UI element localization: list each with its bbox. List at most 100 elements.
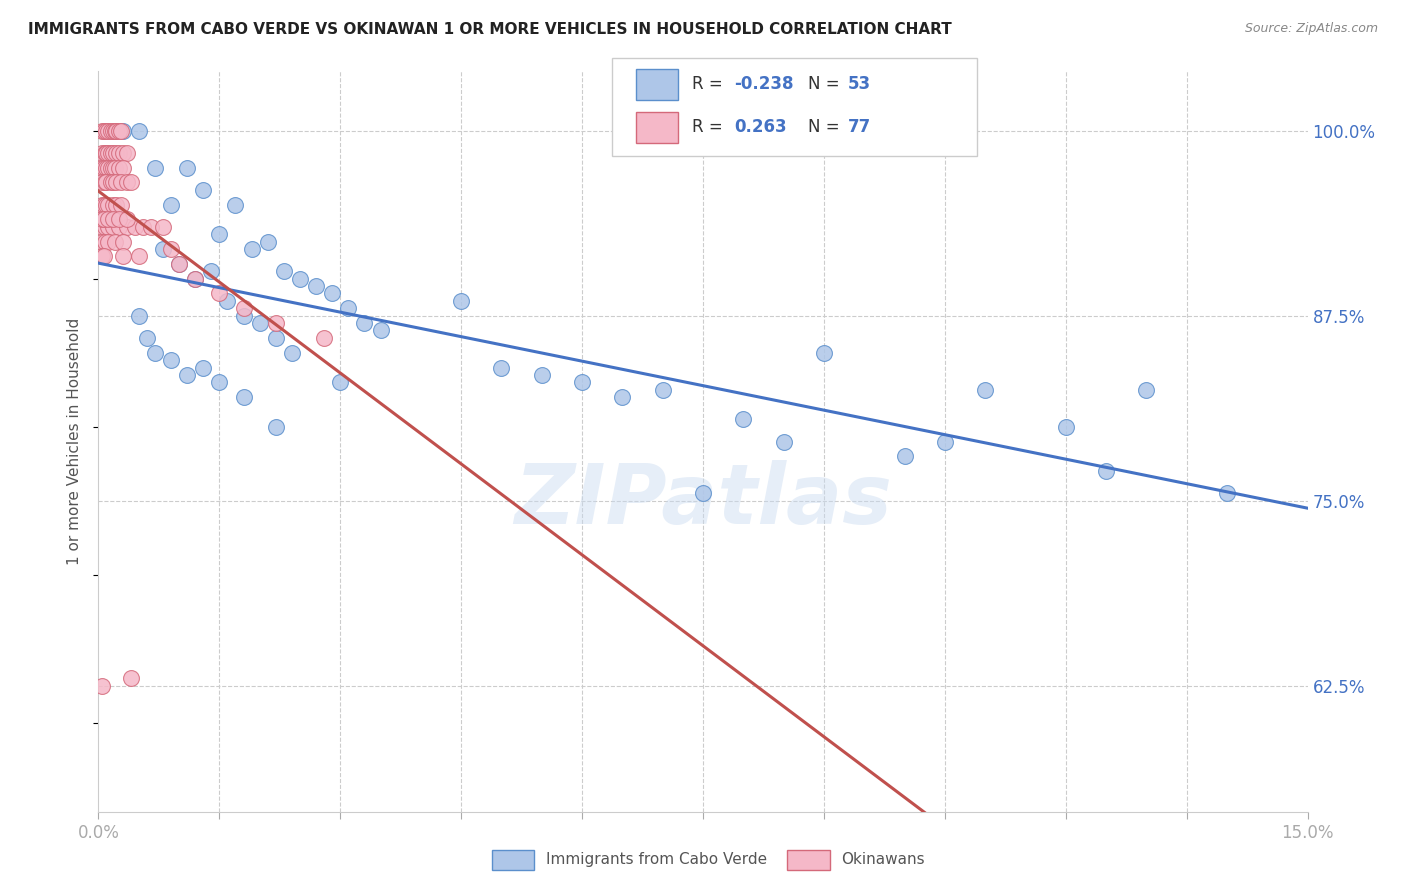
Point — [115, 176, 138, 190]
Point — [107, 161, 129, 175]
Text: Immigrants from Cabo Verde: Immigrants from Cabo Verde — [546, 853, 766, 867]
Point — [101, 161, 124, 175]
Point — [97, 212, 120, 227]
Text: R =: R = — [692, 75, 728, 93]
Point — [128, 250, 150, 264]
Point — [224, 197, 246, 211]
Point — [91, 176, 114, 190]
Point — [93, 250, 115, 264]
Point — [208, 286, 231, 301]
Point — [96, 145, 118, 160]
Point — [107, 219, 129, 234]
Point — [101, 219, 124, 234]
Point — [1216, 486, 1239, 500]
Point — [94, 145, 117, 160]
Text: 53: 53 — [848, 75, 870, 93]
Point — [101, 145, 124, 160]
Point — [160, 197, 183, 211]
Point — [273, 264, 295, 278]
Point — [91, 250, 114, 264]
Point — [124, 219, 146, 234]
Point — [97, 219, 120, 234]
Point — [100, 145, 122, 160]
Point — [281, 345, 304, 359]
Point — [110, 123, 132, 137]
Point — [571, 376, 593, 390]
Point — [103, 123, 125, 137]
Point — [184, 271, 207, 285]
Point — [651, 383, 673, 397]
Point — [91, 212, 114, 227]
Point — [105, 176, 128, 190]
Point — [128, 309, 150, 323]
Point — [167, 257, 190, 271]
Point — [107, 212, 129, 227]
Point — [97, 161, 120, 175]
Point — [115, 212, 138, 227]
Point — [160, 242, 183, 256]
Text: IMMIGRANTS FROM CABO VERDE VS OKINAWAN 1 OR MORE VEHICLES IN HOUSEHOLD CORRELATI: IMMIGRANTS FROM CABO VERDE VS OKINAWAN 1… — [28, 22, 952, 37]
Point — [733, 412, 755, 426]
Point — [208, 227, 231, 242]
Point — [94, 235, 117, 249]
Point — [1135, 383, 1157, 397]
Point — [100, 123, 122, 137]
Point — [264, 331, 287, 345]
Text: Okinawans: Okinawans — [841, 853, 924, 867]
Point — [1095, 464, 1118, 478]
Point — [96, 123, 118, 137]
Point — [240, 242, 263, 256]
Point — [91, 197, 114, 211]
Point — [772, 434, 794, 449]
Point — [94, 219, 117, 234]
Point — [93, 161, 115, 175]
Point — [692, 486, 714, 500]
Point — [176, 368, 198, 382]
Point — [100, 176, 122, 190]
Point — [105, 197, 128, 211]
Point — [329, 376, 352, 390]
Point — [530, 368, 553, 382]
Point — [101, 123, 124, 137]
Point — [91, 161, 114, 175]
Point — [264, 419, 287, 434]
Point — [101, 176, 124, 190]
Point — [314, 331, 336, 345]
Point — [139, 219, 162, 234]
Point — [893, 450, 915, 464]
Point — [97, 235, 120, 249]
Point — [120, 176, 142, 190]
Text: N =: N = — [808, 75, 845, 93]
Point — [232, 390, 254, 404]
Point — [813, 345, 835, 359]
Point — [111, 235, 134, 249]
Point — [97, 123, 120, 137]
Point — [200, 264, 222, 278]
Text: ZIPatlas: ZIPatlas — [515, 460, 891, 541]
Point — [132, 219, 155, 234]
Point — [612, 390, 634, 404]
Point — [160, 353, 183, 368]
Point — [232, 309, 254, 323]
Point — [96, 176, 118, 190]
Point — [305, 279, 328, 293]
Point — [1054, 419, 1077, 434]
Point — [111, 145, 134, 160]
Point — [111, 161, 134, 175]
Point — [491, 360, 513, 375]
Point — [111, 250, 134, 264]
Point — [100, 161, 122, 175]
Point — [105, 123, 128, 137]
Point — [110, 176, 132, 190]
Point — [94, 161, 117, 175]
Text: Source: ZipAtlas.com: Source: ZipAtlas.com — [1244, 22, 1378, 36]
Point — [97, 145, 120, 160]
Point — [232, 301, 254, 316]
Point — [101, 197, 124, 211]
Point — [135, 331, 157, 345]
Text: -0.238: -0.238 — [734, 75, 793, 93]
Point — [321, 286, 343, 301]
Point — [91, 219, 114, 234]
Point — [103, 161, 125, 175]
Point — [96, 197, 118, 211]
